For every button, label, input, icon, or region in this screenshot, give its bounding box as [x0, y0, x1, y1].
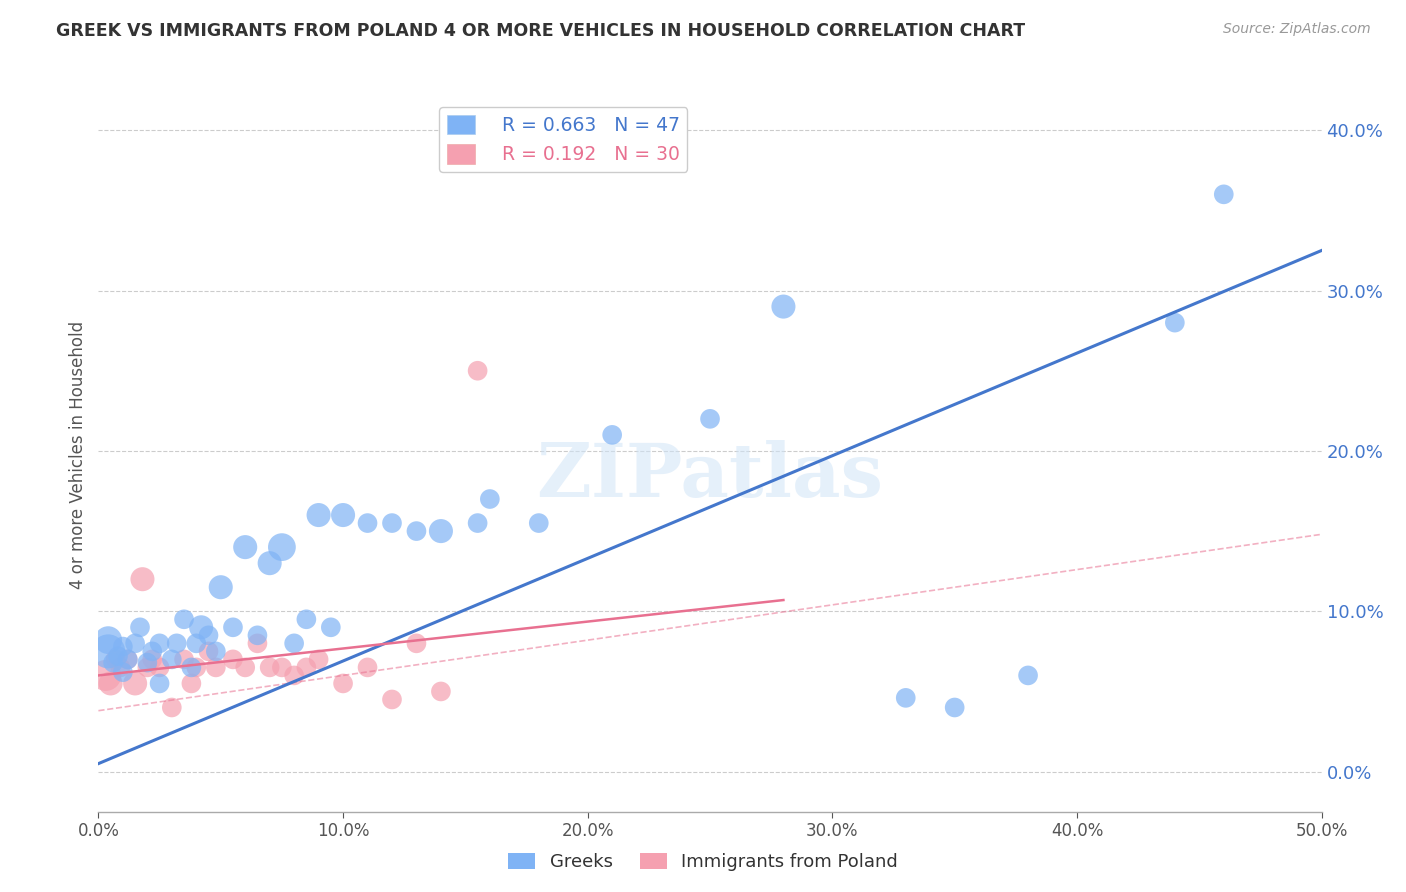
- Point: [100, 676, 122, 690]
- Point: [332, 676, 354, 690]
- Point: [308, 652, 330, 666]
- Point: [180, 660, 202, 674]
- Point: [1212, 187, 1234, 202]
- Point: [173, 652, 195, 666]
- Point: [111, 665, 134, 680]
- Point: [283, 668, 305, 682]
- Text: ZIPatlas: ZIPatlas: [537, 440, 883, 513]
- Text: Source: ZipAtlas.com: Source: ZipAtlas.com: [1223, 22, 1371, 37]
- Point: [209, 580, 232, 594]
- Point: [190, 620, 212, 634]
- Point: [222, 652, 245, 666]
- Point: [222, 620, 245, 634]
- Point: [180, 676, 202, 690]
- Point: [107, 649, 129, 664]
- Point: [186, 636, 208, 650]
- Text: GREEK VS IMMIGRANTS FROM POLAND 4 OR MORE VEHICLES IN HOUSEHOLD CORRELATION CHAR: GREEK VS IMMIGRANTS FROM POLAND 4 OR MOR…: [56, 22, 1025, 40]
- Point: [94, 668, 117, 682]
- Point: [381, 516, 404, 530]
- Point: [381, 692, 404, 706]
- Point: [110, 660, 132, 674]
- Point: [1164, 316, 1187, 330]
- Point: [149, 660, 172, 674]
- Point: [136, 660, 159, 674]
- Point: [246, 628, 269, 642]
- Point: [894, 690, 917, 705]
- Legend: Greeks, Immigrants from Poland: Greeks, Immigrants from Poland: [501, 846, 905, 879]
- Point: [943, 700, 966, 714]
- Point: [97, 644, 120, 658]
- Point: [160, 652, 183, 666]
- Point: [141, 652, 163, 666]
- Point: [356, 516, 378, 530]
- Point: [295, 660, 318, 674]
- Point: [149, 676, 172, 690]
- Point: [467, 364, 489, 378]
- Point: [699, 412, 721, 426]
- Point: [97, 633, 120, 648]
- Point: [430, 684, 453, 698]
- Point: [111, 640, 134, 654]
- Point: [308, 508, 330, 522]
- Point: [270, 660, 294, 674]
- Point: [136, 656, 159, 670]
- Point: [197, 628, 219, 642]
- Point: [205, 644, 228, 658]
- Point: [319, 620, 342, 634]
- Point: [270, 540, 294, 554]
- Point: [149, 636, 172, 650]
- Point: [141, 644, 163, 658]
- Point: [197, 644, 219, 658]
- Point: [405, 636, 427, 650]
- Legend:   R = 0.663   N = 47,   R = 0.192   N = 30: R = 0.663 N = 47, R = 0.192 N = 30: [439, 108, 688, 172]
- Point: [467, 516, 489, 530]
- Point: [186, 660, 208, 674]
- Y-axis label: 4 or more Vehicles in Household: 4 or more Vehicles in Household: [69, 321, 87, 589]
- Point: [166, 636, 188, 650]
- Point: [160, 700, 183, 714]
- Point: [233, 660, 256, 674]
- Point: [246, 636, 269, 650]
- Point: [173, 612, 195, 626]
- Point: [478, 491, 501, 506]
- Point: [259, 660, 281, 674]
- Point: [356, 660, 378, 674]
- Point: [101, 656, 124, 670]
- Point: [117, 652, 139, 666]
- Point: [233, 540, 256, 554]
- Point: [295, 612, 318, 626]
- Point: [104, 652, 127, 666]
- Point: [259, 556, 281, 570]
- Point: [430, 524, 453, 538]
- Point: [205, 660, 228, 674]
- Point: [283, 636, 305, 650]
- Point: [405, 524, 427, 538]
- Point: [332, 508, 354, 522]
- Point: [600, 428, 623, 442]
- Point: [1017, 668, 1039, 682]
- Point: [131, 572, 153, 586]
- Point: [129, 620, 152, 634]
- Point: [117, 652, 139, 666]
- Point: [124, 636, 146, 650]
- Point: [527, 516, 550, 530]
- Point: [124, 676, 146, 690]
- Point: [772, 300, 794, 314]
